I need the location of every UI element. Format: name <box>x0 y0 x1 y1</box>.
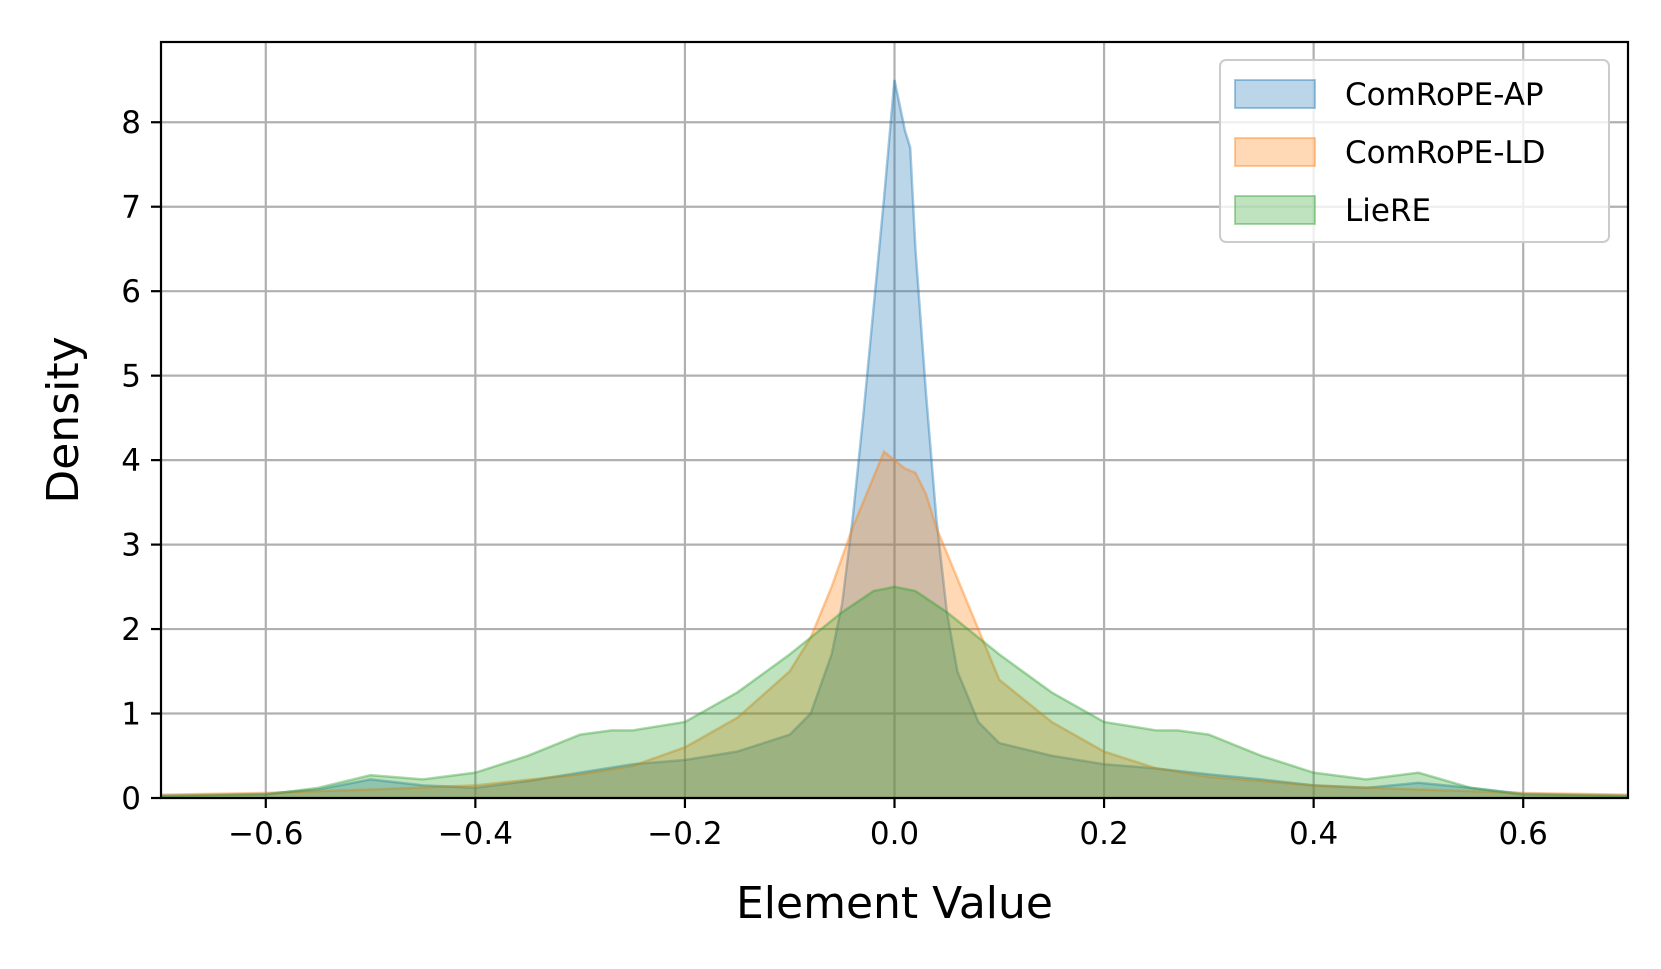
x-axis-ticks: −0.6 −0.4 −0.2 0.0 0.2 0.4 0.6 <box>228 798 1548 852</box>
series-area-0 <box>161 80 1628 798</box>
series-line-2 <box>160 585 1629 798</box>
x-tick-label-2: −0.2 <box>647 816 722 852</box>
series-area-2 <box>161 586 1628 798</box>
legend-swatch-1 <box>1234 137 1316 167</box>
legend-label-1: ComRoPE-LD <box>1345 135 1546 171</box>
x-tick-label-5: 0.4 <box>1289 816 1338 852</box>
y-tick-label-7: 7 <box>121 190 141 226</box>
x-tick-label-3: 0.0 <box>870 816 919 852</box>
legend-swatch-0 <box>1234 79 1316 109</box>
y-tick-label-2: 2 <box>121 612 141 648</box>
y-axis-ticks: 0 1 2 3 4 5 6 7 8 <box>121 105 161 817</box>
y-tick-label-6: 6 <box>121 274 141 310</box>
y-tick-label-1: 1 <box>121 697 141 733</box>
y-tick-label-8: 8 <box>121 105 141 141</box>
x-tick-label-0: −0.6 <box>228 816 303 852</box>
x-tick-label-4: 0.2 <box>1079 816 1128 852</box>
series-area-1 <box>161 451 1628 798</box>
y-tick-label-3: 3 <box>121 528 141 564</box>
legend-swatch-2 <box>1234 195 1316 225</box>
legend-label-0: ComRoPE-AP <box>1345 77 1544 113</box>
legend: ComRoPE-AP ComRoPE-LD LieRE <box>1219 59 1610 243</box>
series-line-1 <box>160 449 1629 796</box>
y-tick-label-4: 4 <box>121 443 141 479</box>
x-tick-label-6: 0.6 <box>1499 816 1548 852</box>
y-axis-title: Density <box>38 336 89 503</box>
x-tick-label-1: −0.4 <box>438 816 513 852</box>
x-axis-title: Element Value <box>736 878 1053 929</box>
series-areas <box>160 79 1629 798</box>
y-tick-label-0: 0 <box>121 781 141 817</box>
y-tick-label-5: 5 <box>121 359 141 395</box>
series-line-0 <box>160 79 1629 797</box>
legend-box <box>1219 59 1610 243</box>
legend-label-2: LieRE <box>1345 193 1431 229</box>
